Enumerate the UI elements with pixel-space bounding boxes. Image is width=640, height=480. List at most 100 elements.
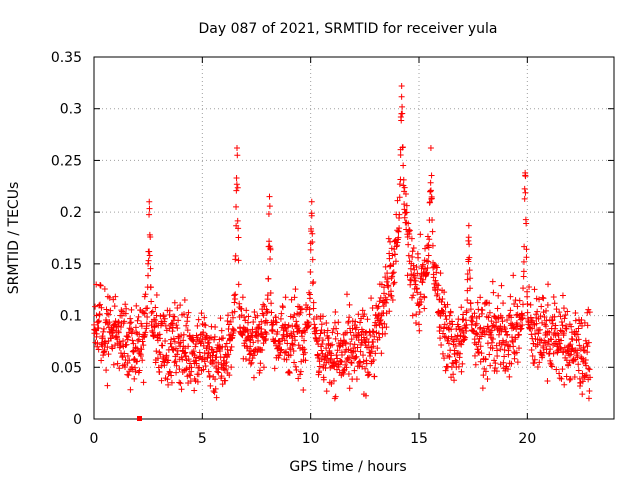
data-point bbox=[265, 275, 272, 282]
data-point bbox=[561, 381, 568, 388]
data-point bbox=[100, 328, 107, 335]
data-point bbox=[329, 329, 336, 336]
data-point bbox=[501, 353, 508, 360]
data-point bbox=[493, 368, 500, 375]
data-point bbox=[156, 335, 163, 342]
data-point bbox=[422, 266, 429, 273]
data-point bbox=[513, 319, 520, 326]
data-point bbox=[531, 286, 538, 293]
data-point bbox=[293, 321, 300, 328]
data-point bbox=[329, 341, 336, 348]
data-point bbox=[502, 328, 509, 335]
data-point bbox=[404, 234, 411, 241]
data-point bbox=[552, 322, 559, 329]
data-point bbox=[112, 342, 119, 349]
data-point bbox=[257, 330, 264, 337]
data-point bbox=[472, 361, 479, 368]
data-point bbox=[238, 305, 245, 312]
data-point bbox=[425, 258, 432, 265]
data-point bbox=[396, 181, 403, 188]
data-point bbox=[342, 361, 349, 368]
data-point bbox=[520, 273, 527, 280]
data-point bbox=[165, 357, 172, 364]
y-tick-label: 0.35 bbox=[51, 50, 82, 66]
data-point bbox=[581, 319, 588, 326]
data-point bbox=[147, 234, 154, 241]
data-point bbox=[215, 359, 222, 366]
data-point bbox=[458, 341, 465, 348]
data-point bbox=[514, 303, 521, 310]
data-point bbox=[559, 322, 566, 329]
data-point bbox=[500, 359, 507, 366]
data-point bbox=[491, 357, 498, 364]
data-point bbox=[319, 337, 326, 344]
data-point bbox=[218, 327, 225, 334]
data-point bbox=[218, 373, 225, 380]
data-point bbox=[97, 301, 104, 308]
data-point bbox=[239, 294, 246, 301]
y-tick-label: 0.2 bbox=[60, 205, 82, 221]
data-point bbox=[471, 310, 478, 317]
data-point bbox=[566, 342, 573, 349]
data-point bbox=[245, 319, 252, 326]
data-point bbox=[293, 318, 300, 325]
data-point bbox=[251, 309, 258, 316]
data-point bbox=[463, 321, 470, 328]
data-point bbox=[168, 372, 175, 379]
data-point bbox=[150, 333, 157, 340]
data-point bbox=[471, 352, 478, 359]
data-point bbox=[400, 162, 407, 169]
grid bbox=[94, 57, 614, 419]
data-point bbox=[332, 393, 339, 400]
data-point bbox=[283, 356, 290, 363]
data-point bbox=[576, 342, 583, 349]
data-point bbox=[531, 360, 538, 367]
data-point bbox=[512, 336, 519, 343]
data-point bbox=[438, 341, 445, 348]
data-point bbox=[173, 362, 180, 369]
data-point bbox=[168, 336, 175, 343]
data-point bbox=[97, 282, 104, 289]
data-point bbox=[508, 320, 515, 327]
data-point bbox=[122, 364, 129, 371]
data-point bbox=[133, 329, 140, 336]
data-point bbox=[145, 257, 152, 264]
data-point bbox=[477, 343, 484, 350]
data-point bbox=[567, 341, 574, 348]
data-point bbox=[543, 323, 550, 330]
data-point bbox=[407, 276, 414, 283]
data-point bbox=[445, 325, 452, 332]
data-point bbox=[441, 355, 448, 362]
data-point bbox=[250, 318, 257, 325]
data-point bbox=[489, 345, 496, 352]
data-point bbox=[494, 347, 501, 354]
data-point bbox=[318, 321, 325, 328]
data-point bbox=[185, 356, 192, 363]
data-point bbox=[250, 374, 257, 381]
data-point bbox=[296, 311, 303, 318]
data-point bbox=[171, 359, 178, 366]
data-point bbox=[385, 282, 392, 289]
data-point bbox=[465, 234, 472, 241]
data-point bbox=[265, 211, 272, 218]
data-point bbox=[271, 365, 278, 372]
data-point bbox=[427, 199, 434, 206]
data-point bbox=[298, 305, 305, 312]
data-point bbox=[346, 314, 353, 321]
data-point bbox=[133, 302, 140, 309]
data-point bbox=[146, 252, 153, 259]
data-point bbox=[211, 336, 218, 343]
data-point bbox=[579, 378, 586, 385]
data-point bbox=[277, 315, 284, 322]
data-point bbox=[250, 352, 257, 359]
data-point bbox=[286, 368, 293, 375]
data-point bbox=[292, 286, 299, 293]
data-point bbox=[521, 185, 528, 192]
data-point bbox=[335, 319, 342, 326]
data-point bbox=[388, 293, 395, 300]
data-point bbox=[192, 343, 199, 350]
data-point bbox=[458, 304, 465, 311]
data-point bbox=[158, 377, 165, 384]
data-point bbox=[414, 289, 421, 296]
